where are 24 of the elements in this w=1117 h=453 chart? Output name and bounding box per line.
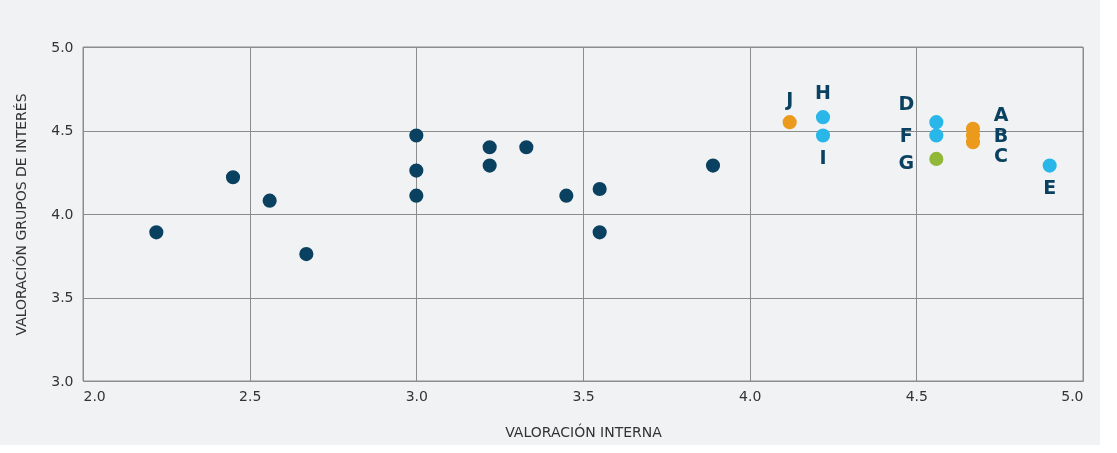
annotation: A xyxy=(993,102,1009,125)
x-tick-label: 4.5 xyxy=(905,387,928,404)
y-tick-label: 4.0 xyxy=(51,205,74,222)
annotation: C xyxy=(994,144,1008,167)
y-tick-label: 5.0 xyxy=(51,38,74,55)
x-tick-label: 4.0 xyxy=(739,387,762,404)
annotation: I xyxy=(819,145,827,168)
x-tick-label: 3.5 xyxy=(572,387,595,404)
annotation: E xyxy=(1043,175,1057,198)
annotation: J xyxy=(784,88,794,111)
y-axis-title: VALORACIÓN GRUPOS DE INTERÉS xyxy=(12,93,30,336)
x-tick-label: 3.0 xyxy=(405,387,428,404)
annotation: G xyxy=(898,150,915,173)
y-tick-label: 3.0 xyxy=(51,372,74,389)
x-tick-label: 2.5 xyxy=(239,387,262,404)
annotation: B xyxy=(993,123,1009,146)
annotation: F xyxy=(899,123,913,146)
annotation: H xyxy=(815,81,831,104)
y-tick-label: 4.5 xyxy=(51,122,74,138)
x-tick-label: 5.0 xyxy=(1061,387,1084,404)
x-tick-label: 2.0 xyxy=(83,387,106,404)
y-tick-label: 3.5 xyxy=(51,289,74,305)
annotation: D xyxy=(898,92,915,115)
x-axis-title: VALORACIÓN INTERNA xyxy=(505,422,663,440)
